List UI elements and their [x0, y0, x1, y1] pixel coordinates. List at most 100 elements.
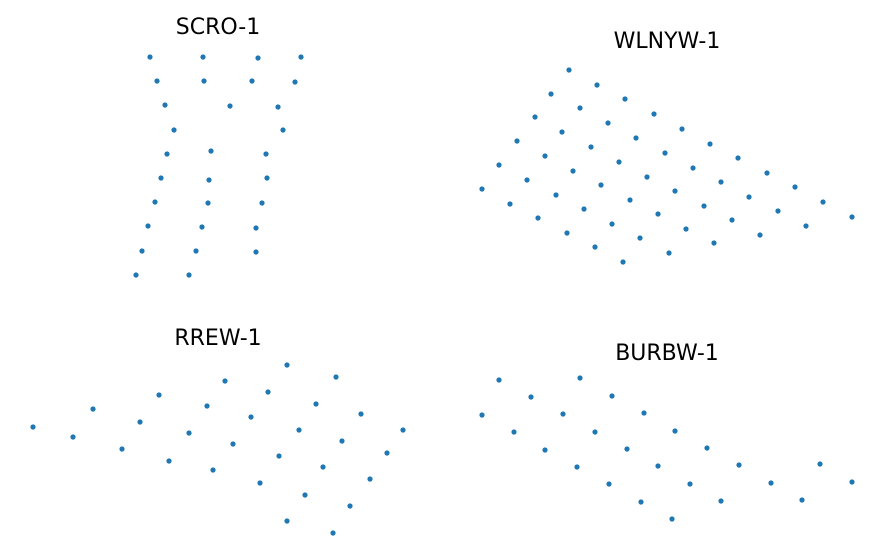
data-point [292, 79, 298, 85]
data-point [193, 248, 199, 254]
data-point [156, 392, 162, 398]
data-point [90, 406, 96, 412]
data-point [566, 67, 572, 73]
data-point [158, 175, 164, 181]
data-point [662, 150, 668, 156]
data-point [683, 226, 689, 232]
data-point [581, 206, 587, 212]
data-point [249, 78, 255, 84]
data-point [257, 480, 263, 486]
data-point [588, 144, 594, 150]
data-point [284, 518, 290, 524]
data-point [803, 223, 809, 229]
data-point [204, 403, 210, 409]
data-point [735, 155, 741, 161]
data-point [208, 148, 214, 154]
data-point [280, 127, 286, 133]
data-point [296, 427, 302, 433]
data-point [768, 480, 774, 486]
data-point [535, 215, 541, 221]
data-point [849, 214, 855, 220]
data-point [651, 111, 657, 117]
data-point [620, 259, 626, 265]
data-point [624, 446, 630, 452]
data-point [637, 235, 643, 241]
data-point [598, 182, 604, 188]
panel-4-points [479, 375, 855, 522]
data-point [496, 377, 502, 383]
data-point [139, 248, 145, 254]
data-point [333, 374, 339, 380]
data-point [548, 91, 554, 97]
data-point [199, 224, 205, 230]
data-point [265, 389, 271, 395]
data-point [206, 177, 212, 183]
data-point [757, 232, 763, 238]
data-point [577, 105, 583, 111]
data-point [152, 199, 158, 205]
data-point [679, 126, 685, 132]
data-point [298, 54, 304, 60]
data-point [775, 208, 781, 214]
data-point [507, 201, 513, 207]
data-point [609, 221, 615, 227]
data-point [263, 151, 269, 157]
data-point [145, 223, 151, 229]
data-point [186, 430, 192, 436]
data-point [592, 244, 598, 250]
data-point [133, 272, 139, 278]
data-point [201, 78, 207, 84]
panel-1-title: SCRO-1 [176, 15, 260, 40]
data-point [532, 114, 538, 120]
data-point [313, 401, 319, 407]
data-point [339, 438, 345, 444]
data-point [302, 492, 308, 498]
data-point [577, 375, 583, 381]
data-point [711, 240, 717, 246]
data-point [200, 54, 206, 60]
data-point [171, 127, 177, 133]
panel-4-title: BURBW-1 [615, 341, 719, 366]
data-point [253, 225, 259, 231]
data-point [147, 54, 153, 60]
panel-2-title: WLNYW-1 [614, 29, 721, 54]
data-point [849, 479, 855, 485]
data-point [606, 481, 612, 487]
data-point [275, 104, 281, 110]
data-point [479, 186, 485, 192]
panel-1-points [133, 54, 304, 278]
data-point [672, 428, 678, 434]
panel-3-title: RREW-1 [174, 326, 261, 351]
data-point [592, 429, 598, 435]
data-point [666, 250, 672, 256]
data-point [70, 434, 76, 440]
data-point [792, 184, 798, 190]
data-point [186, 272, 192, 278]
data-point [746, 194, 752, 200]
data-point [524, 177, 530, 183]
data-point [729, 217, 735, 223]
data-point [514, 138, 520, 144]
data-point [384, 450, 390, 456]
data-point [210, 467, 216, 473]
data-point [669, 516, 675, 522]
data-point [119, 446, 125, 452]
data-point [230, 441, 236, 447]
data-point [574, 464, 580, 470]
data-point [542, 447, 548, 453]
data-point [553, 192, 559, 198]
data-point [284, 362, 290, 368]
data-point [205, 200, 211, 206]
data-point [687, 481, 693, 487]
data-point [154, 78, 160, 84]
data-point [222, 378, 228, 384]
data-point [166, 458, 172, 464]
data-point [672, 188, 678, 194]
data-point [655, 211, 661, 217]
panel-2: WLNYW-1 [479, 29, 855, 265]
data-point [259, 200, 265, 206]
data-point [137, 419, 143, 425]
data-point [690, 165, 696, 171]
data-point [320, 464, 326, 470]
data-point [644, 174, 650, 180]
